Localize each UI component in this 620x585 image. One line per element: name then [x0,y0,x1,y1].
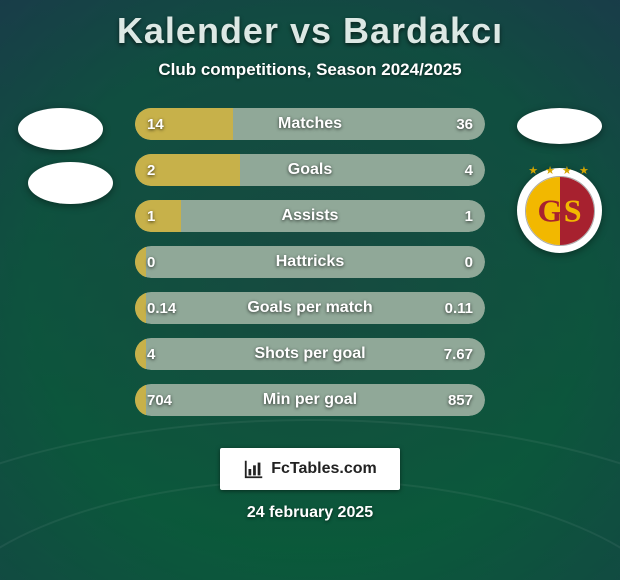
bar-track [135,246,485,278]
stat-row: 0.140.11Goals per match [135,292,485,324]
stat-right-value: 0.11 [445,292,473,324]
stat-row: 24Goals [135,154,485,186]
stat-row: 00Hattricks [135,246,485,278]
bar-fill [135,292,146,324]
stat-left-value: 1 [147,200,155,232]
bar-track [135,292,485,324]
stat-right-value: 7.67 [444,338,473,370]
stat-left-value: 14 [147,108,164,140]
stat-row: 704857Min per goal [135,384,485,416]
bar-track [135,200,485,232]
fctables-logo[interactable]: FcTables.com [220,448,400,490]
bar-fill [135,246,146,278]
stat-left-value: 704 [147,384,172,416]
chart-icon [243,458,265,480]
bar-track [135,338,485,370]
stat-right-value: 857 [448,384,473,416]
stat-left-value: 2 [147,154,155,186]
stat-left-value: 4 [147,338,155,370]
bar-track [135,384,485,416]
stat-bars: 1436Matches24Goals11Assists00Hattricks0.… [135,108,485,416]
stat-left-value: 0.14 [147,292,176,324]
bar-fill [135,200,181,232]
stat-right-value: 4 [465,154,473,186]
footer-text: FcTables.com [271,460,377,478]
subtitle: Club competitions, Season 2024/2025 [158,60,461,80]
stat-left-value: 0 [147,246,155,278]
team-right-badge-1 [517,108,602,144]
page-title: Kalender vs Bardakcı [117,10,503,52]
stat-row: 11Assists [135,200,485,232]
team-left-badge-1 [18,108,103,150]
galatasaray-badge: ★ ★ ★ ★ G S [525,176,595,246]
stat-right-value: 36 [456,108,473,140]
stat-row: 1436Matches [135,108,485,140]
gs-stars: ★ ★ ★ ★ [525,164,595,177]
team-left-badge-2 [28,162,113,204]
team-right-badge-2: ★ ★ ★ ★ G S [517,168,602,253]
bar-fill [135,338,146,370]
stat-right-value: 0 [465,246,473,278]
comparison-stage: ★ ★ ★ ★ G S 1436Matches24Goals11Assists0… [0,108,620,428]
date-text: 24 february 2025 [247,504,373,522]
stat-row: 47.67Shots per goal [135,338,485,370]
stat-right-value: 1 [465,200,473,232]
bar-fill [135,384,146,416]
